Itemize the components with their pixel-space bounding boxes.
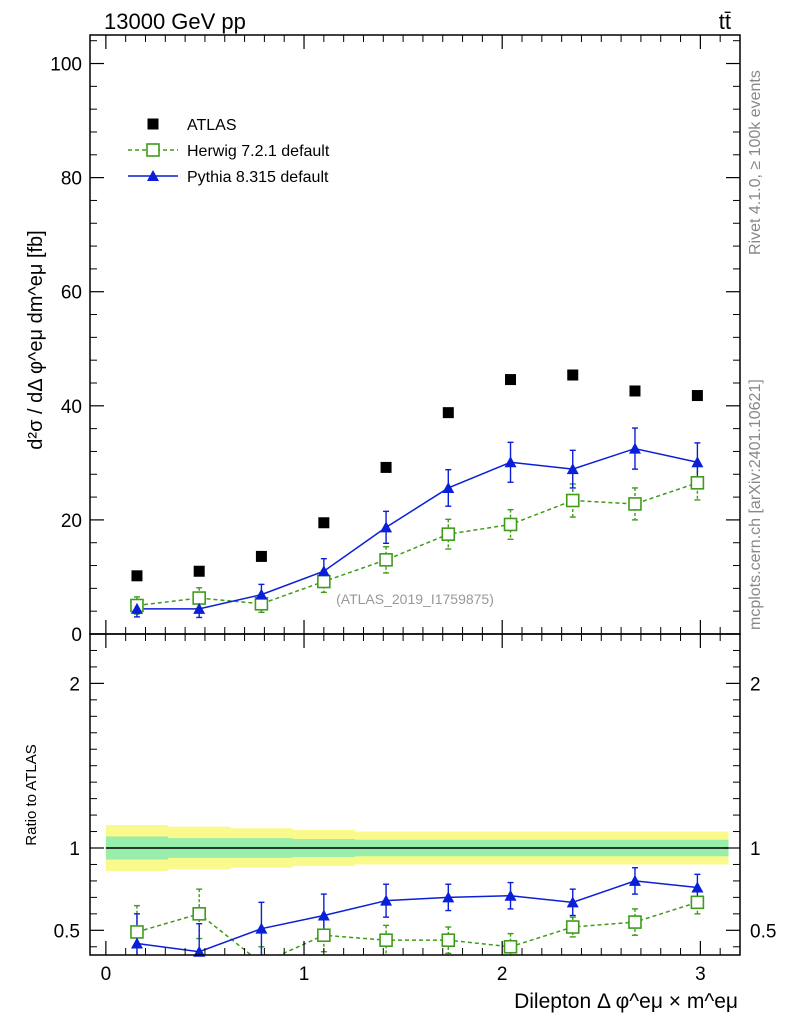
x-tick-label: 1 (299, 964, 310, 985)
data-point-triangle (317, 565, 330, 577)
data-point-open-square (192, 907, 206, 921)
ratio-y-tick-label-right: 0.5 (750, 921, 776, 942)
main-y-tick-label: 40 (61, 397, 82, 418)
ratio-error-bars (133, 867, 701, 955)
series-line-pythia (136, 447, 698, 610)
data-point-triangle (193, 602, 206, 614)
main-markers (130, 369, 705, 614)
data-point-square (567, 369, 579, 381)
data-point-triangle (504, 456, 517, 468)
data-point-open-square (628, 915, 642, 929)
data-point-open-square (317, 574, 331, 589)
data-point-triangle (628, 442, 641, 454)
ratio-y-tick-label: 2 (69, 674, 80, 695)
x-tick-label: 2 (497, 964, 508, 985)
rivet-label: Rivet 4.1.0, ≥ 100k events (747, 70, 764, 255)
data-point-open-square (690, 476, 705, 490)
ratio-series-line (136, 901, 698, 955)
series-line-herwig (136, 482, 698, 607)
data-point-triangle (566, 896, 579, 908)
main-y-tick-label: 20 (61, 511, 82, 532)
data-point-triangle (380, 521, 393, 533)
watermark: (ATLAS_2019_I1759875) (336, 591, 494, 607)
data-point-triangle (628, 874, 641, 886)
ratio-markers (130, 874, 705, 957)
data-point-triangle (130, 602, 143, 614)
ratio-y-tick-label-right: 2 (750, 674, 761, 695)
data-point-triangle (380, 894, 393, 906)
data-point-triangle (255, 922, 268, 934)
legend-label: Pythia 8.315 default (187, 169, 329, 186)
ratio-axes: 0 1 2 3 0.5 0.5 1 1 2 2 (54, 633, 776, 985)
data-point-open-square (317, 928, 331, 943)
data-point-square (442, 407, 454, 419)
data-point-triangle (193, 945, 206, 957)
data-point-square (318, 517, 330, 529)
data-point-open-square (441, 933, 456, 947)
data-point-square (131, 570, 143, 582)
data-point-triangle (255, 588, 268, 600)
legend-label: ATLAS (187, 117, 237, 134)
data-point-open-square (628, 497, 642, 511)
main-panel: 0 20 40 60 80 100 (ATLAS_2019_I1759875) d²σ /… (25, 34, 741, 646)
data-point-open-square (146, 143, 160, 157)
legend: ATLAS Herwig 7.2.1 default Pythia 8.315 de… (128, 117, 330, 186)
data-point-square (691, 390, 703, 402)
data-point-triangle (442, 481, 455, 493)
x-axis-label: Dilepton Δ φ^eμ × m^eμ (514, 990, 738, 1013)
main-y-tick-label: 80 (61, 169, 82, 190)
x-tick-label: 0 (101, 964, 112, 985)
data-point-open-square (130, 925, 144, 939)
y-axis-label: d²σ / dΔ φ^eμ dm^eμ [fb] (25, 230, 47, 449)
data-point-open-square (565, 920, 580, 934)
data-point-open-square (379, 933, 393, 947)
data-point-square (629, 385, 641, 397)
data-point-square (505, 374, 517, 386)
ratio-frame (89, 633, 741, 956)
main-y-tick-label: 60 (61, 283, 82, 304)
ratio-y-tick-label: 0.5 (54, 921, 80, 942)
data-point-square (193, 565, 205, 577)
main-lines (136, 447, 698, 610)
ratio-y-tick-label-right: 1 (750, 839, 761, 860)
ratio-lines (136, 880, 698, 955)
ratio-bands (105, 824, 729, 872)
data-point-open-square (565, 493, 580, 508)
data-point-triangle (442, 891, 455, 903)
main-y-tick-label: 0 (71, 625, 82, 646)
data-point-open-square (441, 527, 456, 541)
data-point-triangle (691, 881, 704, 893)
data-point-open-square (192, 591, 206, 605)
data-point-open-square (503, 939, 518, 954)
process-label: tt̄ (719, 9, 731, 34)
data-point-square (255, 550, 267, 562)
mcplots-label: mcplots.cern.ch [arXiv:2401.10621] (747, 379, 764, 630)
data-point-open-square (503, 517, 518, 532)
data-point-open-square (690, 895, 705, 910)
main-axes: 0 20 40 60 80 100 (50, 34, 741, 646)
data-point-open-square (379, 553, 393, 567)
main-error-bars (133, 427, 701, 619)
ratio-y-label: Ratio to ATLAS (23, 744, 40, 845)
ratio-y-tick-label: 1 (69, 839, 80, 860)
data-point-triangle (504, 889, 517, 901)
data-point-square (147, 118, 159, 130)
data-point-square (380, 461, 392, 473)
data-point-triangle (317, 909, 330, 921)
data-point-triangle (147, 170, 159, 181)
legend-label: Herwig 7.2.1 default (187, 143, 330, 160)
data-point-triangle (566, 463, 579, 475)
ratio-series-line (136, 880, 698, 953)
data-point-triangle (130, 937, 143, 949)
data-point-triangle (691, 456, 704, 468)
main-y-tick-label: 100 (50, 55, 82, 76)
energy-label: 13000 GeV pp (104, 9, 246, 34)
x-tick-label: 3 (695, 964, 706, 985)
ratio-panel: 0 1 2 3 0.5 0.5 1 1 2 2 Ratio to ATLAS Dilepton Δ… (23, 633, 776, 1013)
